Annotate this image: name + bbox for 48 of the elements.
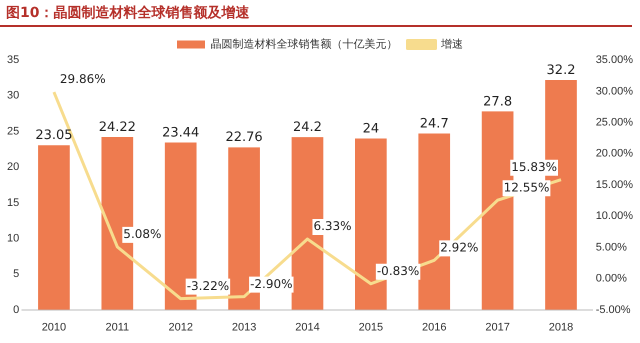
- y2-tick-label: 25.00%: [596, 116, 634, 128]
- y2-tick-label: 5.00%: [596, 241, 628, 254]
- y2-tick-label: 10.00%: [596, 210, 634, 222]
- data-label: 24.22: [98, 120, 136, 135]
- y2-tick-label: 20.00%: [596, 148, 634, 160]
- data-label: 24.2: [292, 120, 322, 135]
- y-tick-label: 15: [6, 196, 20, 209]
- legend-label: 晶圆制造材料全球销售额（十亿美元）: [210, 38, 398, 51]
- x-tick-label: 2016: [422, 321, 446, 334]
- legend-label: 增速: [440, 38, 463, 51]
- y-tick-label: 35: [6, 54, 20, 66]
- bar: [38, 145, 70, 310]
- data-label: 2.92%: [440, 240, 478, 254]
- y2-tick-label: -5.00%: [596, 304, 631, 316]
- data-label: 23.44: [162, 125, 200, 140]
- data-label: 24.7: [420, 116, 449, 132]
- y-tick-label: 30: [6, 90, 20, 102]
- data-label: 15.83%: [511, 160, 558, 174]
- y2-tick-label: 30.00%: [596, 85, 634, 98]
- data-label: 5.08%: [123, 226, 162, 241]
- x-tick-label: 2013: [232, 321, 256, 334]
- data-label: 29.86%: [60, 72, 106, 86]
- data-label: 27.8: [483, 94, 512, 110]
- data-label: 22.76: [225, 130, 263, 146]
- data-label: -0.83%: [376, 264, 420, 278]
- chart-title: 图10：晶圆制造材料全球销售额及增速: [0, 0, 632, 27]
- x-tick-label: 2018: [548, 321, 574, 334]
- data-label: -2.90%: [250, 276, 293, 291]
- x-tick-label: 2010: [42, 321, 66, 334]
- data-label: 32.2: [546, 62, 576, 78]
- data-label: 24: [362, 121, 380, 136]
- y-tick-label: 20: [6, 161, 20, 174]
- data-label: -3.22%: [186, 278, 230, 293]
- y-tick-label: 5: [13, 268, 20, 280]
- y-tick-label: 25: [6, 125, 20, 138]
- y2-tick-label: 0.00%: [596, 272, 628, 285]
- x-tick-label: 2012: [168, 321, 193, 334]
- y2-tick-label: 15.00%: [596, 178, 634, 191]
- data-label: 6.33%: [313, 219, 352, 234]
- data-label: 23.05: [35, 128, 73, 144]
- y-tick-label: 10: [6, 232, 20, 244]
- data-label: 12.55%: [504, 180, 550, 194]
- x-tick-label: 2014: [295, 321, 320, 334]
- x-tick-label: 2017: [485, 321, 510, 334]
- y-tick-label: 0: [13, 304, 20, 316]
- x-tick-label: 2015: [358, 321, 384, 334]
- y2-tick-label: 35.00%: [596, 54, 634, 66]
- x-tick-label: 2011: [105, 321, 130, 334]
